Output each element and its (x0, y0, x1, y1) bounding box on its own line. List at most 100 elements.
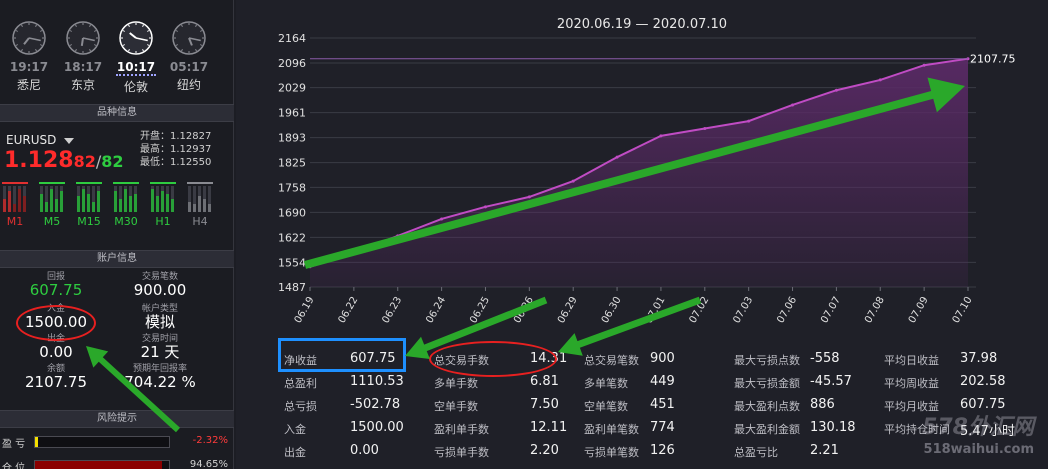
price-main: 1.128 (4, 148, 74, 173)
stat-value: 130.18 (810, 420, 856, 435)
risk-pnl-bar (34, 436, 170, 448)
timeframe-m5[interactable]: M5 (39, 182, 67, 228)
open-label: 开盘： (140, 131, 170, 142)
risk-position-bar (34, 460, 170, 469)
open-row: 开盘：1.12827 (140, 130, 211, 143)
clock-london[interactable]: 10:17 伦敦 (116, 20, 156, 95)
stat-value: -502.78 (350, 397, 401, 412)
timeframe-h4[interactable]: H4 (187, 182, 215, 228)
balance-cell: 余额 2107.75 (10, 364, 102, 391)
stat-label: 平均日收益 (884, 354, 939, 367)
stat-value: 2.20 (530, 443, 559, 458)
clock-time: 19:17 (9, 60, 49, 74)
stat-label: 空单笔数 (584, 400, 628, 413)
signal-bars-icon (150, 182, 176, 212)
chevron-down-icon[interactable] (64, 137, 75, 144)
stat-label: 总交易笔数 (584, 354, 639, 367)
data-point (571, 179, 575, 183)
stat-value: 886 (810, 397, 835, 412)
stat-item: 最大亏损金额 -45.57 (734, 371, 882, 394)
timeframe-m15[interactable]: M15 (76, 182, 104, 228)
highlight-ellipse-lots (429, 341, 557, 377)
y-tick-label: 1893 (278, 132, 306, 145)
y-tick-label: 1487 (278, 281, 306, 294)
timeframe-h1[interactable]: H1 (150, 182, 178, 228)
stat-label: 多单手数 (434, 377, 478, 390)
clock-city: 东京 (70, 78, 95, 92)
timeframe-label: M5 (43, 215, 61, 228)
stat-label: 亏损单笔数 (584, 446, 639, 459)
signal-bars-icon (76, 182, 102, 212)
risk-pnl-fill (35, 437, 38, 447)
data-point (703, 126, 707, 130)
left-sidebar: 19:17 悉尼 18:17 东京 10:17 伦敦 05:17 纽约 品种信息… (0, 0, 234, 469)
balance-value: 2107.75 (24, 373, 88, 391)
stat-value: 126 (650, 443, 675, 458)
symbol-selector[interactable]: EURUSD (6, 133, 75, 147)
data-point (878, 78, 882, 82)
stat-item: 平均日收益 37.98 (884, 348, 1032, 371)
high-value: 1.12937 (170, 144, 212, 155)
clock-icon (66, 21, 100, 55)
data-point (791, 103, 795, 107)
x-tick-label: 06.25 (468, 295, 492, 325)
clock-icon (12, 21, 46, 55)
low-label: 最低： (140, 157, 170, 168)
x-tick-label: 07.08 (863, 295, 887, 325)
stat-item: 亏损单笔数 126 (584, 440, 732, 463)
trade-time-label: 交易时间 (141, 334, 178, 344)
timeframe-label: M15 (77, 215, 101, 228)
timeframe-label: M1 (6, 215, 24, 228)
trade-time-cell: 交易时间 21 天 (114, 334, 206, 361)
risk-pnl-label: 盈 亏 (2, 439, 26, 450)
risk-position-row: 仓 位 94.65% (2, 458, 232, 469)
data-point (922, 63, 926, 67)
stat-item: 空单笔数 451 (584, 394, 732, 417)
y-tick-label: 2029 (278, 82, 306, 95)
clock-tokyo[interactable]: 18:17 东京 (63, 20, 103, 93)
watermark-url: 518waihui.com (923, 442, 1034, 457)
y-tick-label: 2096 (278, 57, 306, 70)
stat-label: 最大盈利点数 (734, 400, 800, 413)
x-tick-label: 07.06 (775, 295, 799, 325)
data-point (483, 205, 487, 209)
stat-label: 最大亏损点数 (734, 354, 800, 367)
signal-bars-icon (2, 182, 28, 212)
high-label: 最高： (140, 144, 170, 155)
return-label: 回报 (46, 272, 65, 282)
data-point (615, 155, 619, 159)
stat-label: 最大盈利金额 (734, 423, 800, 436)
stat-label: 空单手数 (434, 400, 478, 413)
stat-item: 最大亏损点数 -558 (734, 348, 882, 371)
stat-label: 总盈利 (284, 377, 317, 390)
stat-value: 449 (650, 374, 675, 389)
trade-time-value: 21 天 (140, 343, 180, 361)
clock-icon (172, 21, 206, 55)
stat-value: -45.57 (810, 374, 852, 389)
stat-item: 总盈亏比 2.21 (734, 440, 882, 463)
stat-item: 最大盈利金额 130.18 (734, 417, 882, 440)
stat-value: 6.81 (530, 374, 559, 389)
data-point (440, 217, 444, 221)
clock-sydney[interactable]: 19:17 悉尼 (9, 20, 49, 93)
timeframe-m1[interactable]: M1 (2, 182, 30, 228)
timeframe-m30[interactable]: M30 (113, 182, 141, 228)
stat-value: 451 (650, 397, 675, 412)
stat-value: 37.98 (960, 351, 998, 366)
stat-label: 平均持仓时间 (884, 423, 950, 436)
highlight-box-net-profit (278, 338, 406, 372)
x-tick-label: 07.10 (951, 295, 975, 325)
x-tick-label: 06.22 (337, 295, 361, 325)
stat-value: 2.21 (810, 443, 839, 458)
x-tick-label: 06.24 (424, 295, 448, 325)
stat-item: 平均月收益 607.75 (884, 394, 1032, 417)
chart-title: 2020.06.19 — 2020.07.10 (556, 17, 728, 32)
clock-city: 悉尼 (16, 78, 41, 92)
stat-label: 最大亏损金额 (734, 377, 800, 390)
account-type-cell: 帐户类型 模拟 (114, 304, 206, 331)
x-tick-label: 07.03 (731, 295, 755, 325)
highlight-ellipse-deposit (16, 305, 96, 341)
clock-time: 10:17 (116, 60, 156, 76)
clock-newyork[interactable]: 05:17 纽约 (169, 20, 209, 93)
y-tick-label: 2164 (278, 32, 306, 45)
